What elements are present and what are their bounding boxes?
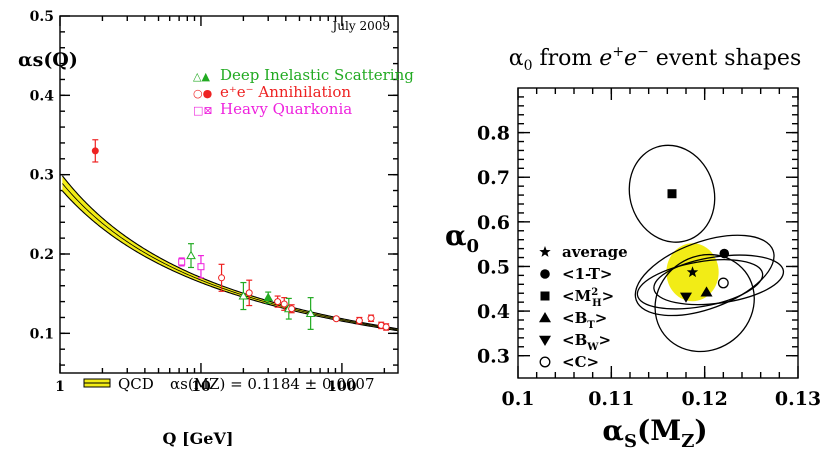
- confidence-ellipse: [634, 234, 775, 317]
- confidence-ellipse: [636, 259, 764, 310]
- right-y-tick-label: 0.7: [477, 167, 510, 189]
- left-y-tick-label: 0.5: [30, 9, 54, 25]
- marker-triangle: [700, 286, 713, 297]
- confidence-ellipse: [628, 144, 716, 243]
- left-x-tick-label: 1: [55, 379, 65, 395]
- marker-square: [667, 189, 677, 199]
- left-legend: △▲ Deep Inelastic Scattering ○● e⁺e⁻ Ann…: [193, 66, 414, 118]
- right-y-tick-label: 0.8: [477, 123, 510, 145]
- right-legend: average <1-T> <M2 H><BT><BW><C>: [539, 243, 628, 371]
- right-plot-area: [628, 144, 785, 353]
- left-y-tick-label: 0.2: [30, 247, 54, 263]
- qcd-band-lower: [61, 190, 398, 332]
- legend-label: <C>: [562, 353, 599, 371]
- right-x-tick-label: 0.12: [682, 388, 728, 410]
- dis-data-point: [305, 308, 316, 317]
- left-y-axis-label: αs(Q): [18, 49, 78, 71]
- qcd-band-upper: [61, 175, 398, 330]
- ee-data-point: [288, 305, 296, 313]
- marker-circle: [719, 248, 730, 259]
- legend-label: <M2 H>: [562, 287, 614, 309]
- legend-hq-label: Heavy Quarkonia: [220, 100, 352, 118]
- band-legend-formula: αs(MZ) = 0.1184 ± 0.0007: [170, 375, 375, 393]
- ee-data-point: [280, 300, 288, 308]
- ee-data-point: [274, 298, 282, 306]
- left-x-tick-label: 100: [327, 379, 356, 395]
- legend-marker-circle-open: [539, 356, 551, 368]
- legend-label: <BW>: [562, 331, 611, 353]
- legend-dis-label: Deep Inelastic Scattering: [220, 66, 414, 84]
- left-y-tick-label: 0.4: [30, 88, 55, 104]
- right-x-tick-label: 0.11: [588, 388, 634, 410]
- legend-hq-symbols: □⊠: [193, 104, 213, 117]
- marker-circle-open: [717, 277, 729, 289]
- left-y-axis-label-text: αs(Q): [18, 49, 78, 71]
- legend-marker-triangle-down: [539, 335, 551, 346]
- legend-marker-triangle: [539, 312, 551, 323]
- ee-data-point: [245, 289, 253, 297]
- quarkonia-data-point: [197, 263, 205, 271]
- dis-data-point: [186, 250, 196, 260]
- right-y-tick-label: 0.3: [477, 346, 510, 368]
- right-y-tick-label: 0.6: [477, 212, 510, 234]
- marker-triangle-down: [680, 292, 692, 303]
- legend-marker-star: [539, 246, 551, 257]
- qcd-band-fill: [62, 175, 398, 331]
- ee-data-point: [382, 323, 390, 331]
- confidence-ellipse: [653, 254, 785, 306]
- left-axis-ticks: 0.1 0.2 0.3 0.4 0.5 1 10 100: [30, 9, 398, 395]
- ee-data-point: [218, 274, 226, 282]
- alpha0-event-shapes-chart: α0 from e+e− event shapes α0 αS(MZ) 0.30…: [445, 44, 821, 449]
- left-y-tick-label: 0.3: [30, 168, 54, 184]
- qcd-band-center: [62, 183, 398, 331]
- legend-label: <1-T>: [562, 265, 612, 283]
- quarkonia-data-point: [178, 258, 186, 266]
- right-plot-frame: [517, 87, 799, 379]
- legend-ee-label: e⁺e⁻ Annihilation: [220, 83, 351, 101]
- left-x-axis-label: Q [GeV]: [163, 429, 234, 448]
- band-legend-label: QCD: [118, 375, 154, 393]
- right-y-axis-label: α0: [445, 219, 479, 257]
- left-y-tick-label: 0.1: [30, 326, 54, 342]
- ee-data-point: [91, 147, 99, 155]
- ee-data-point: [355, 317, 363, 325]
- right-x-tick-label: 0.13: [775, 388, 821, 410]
- right-axis-ticks: 0.3 0.4 0.5 0.6 0.7 0.8 0.1 0.11 0.12 0.13: [477, 88, 821, 410]
- dis-data-point: [263, 292, 274, 302]
- ee-data-point: [332, 315, 340, 323]
- band-legend: QCD αs(MZ) = 0.1184 ± 0.0007: [83, 375, 375, 393]
- right-x-axis-label: αS(MZ): [602, 414, 707, 449]
- right-title: α0 from e+e− event shapes: [509, 44, 802, 74]
- legend-label: <BT>: [562, 309, 607, 331]
- confidence-ellipse: [654, 253, 755, 353]
- legend-label: average: [562, 243, 628, 261]
- right-y-tick-label: 0.4: [477, 301, 510, 323]
- left-data-points: [91, 139, 390, 331]
- right-x-tick-label: 0.1: [501, 388, 534, 410]
- dis-data-point: [238, 291, 249, 300]
- legend-ee-symbols: ○●: [193, 87, 212, 100]
- legend-dis-symbols: △▲: [193, 70, 210, 83]
- marker-star: [686, 266, 699, 278]
- left-date-label: July 2009: [330, 19, 390, 33]
- left-plot-frame: [59, 15, 399, 374]
- legend-marker-circle: [540, 269, 550, 279]
- qcd-band: [61, 175, 398, 332]
- legend-marker-square: [540, 291, 550, 301]
- left-x-tick-label: 10: [191, 379, 211, 395]
- ee-data-point: [367, 314, 375, 322]
- right-y-tick-label: 0.5: [477, 256, 510, 278]
- alpha-s-running-chart: July 2009 αs(Q) Q [GeV] 0.1 0.2 0.3 0.4 0.5 1…: [18, 9, 414, 448]
